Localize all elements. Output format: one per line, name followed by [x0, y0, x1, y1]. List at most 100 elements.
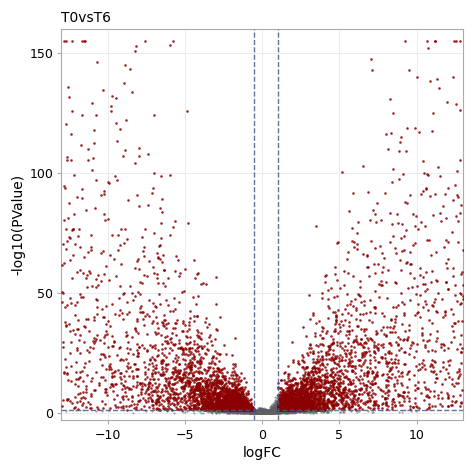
Point — [266, 409, 274, 416]
Point — [149, 185, 156, 192]
Point — [214, 393, 222, 400]
Point — [293, 368, 301, 376]
Point — [453, 380, 460, 387]
Point — [254, 409, 262, 416]
Point — [63, 396, 70, 403]
Point — [249, 407, 256, 415]
Point — [424, 44, 432, 51]
Point — [239, 389, 246, 396]
Point — [259, 409, 266, 416]
Point — [340, 281, 348, 288]
Point — [263, 409, 271, 416]
Point — [263, 409, 270, 417]
Point — [286, 405, 293, 412]
Point — [240, 404, 247, 412]
Point — [261, 408, 268, 416]
Point — [242, 403, 249, 411]
Point — [264, 409, 272, 417]
Point — [297, 397, 305, 405]
Point — [428, 367, 435, 375]
Point — [235, 405, 242, 413]
Point — [261, 409, 268, 417]
Point — [261, 408, 268, 416]
Point — [282, 406, 289, 414]
Point — [237, 403, 244, 411]
Point — [263, 409, 270, 417]
Point — [270, 407, 278, 414]
Point — [255, 409, 263, 417]
Point — [257, 409, 264, 416]
Point — [260, 409, 267, 417]
Point — [219, 388, 227, 396]
Point — [237, 406, 245, 413]
Point — [219, 395, 226, 403]
Point — [365, 316, 373, 324]
Point — [279, 398, 287, 406]
Point — [260, 409, 268, 416]
Point — [267, 407, 274, 415]
Point — [143, 373, 151, 381]
Point — [204, 401, 211, 408]
Point — [202, 370, 210, 377]
Point — [205, 382, 212, 390]
Point — [298, 402, 305, 410]
Point — [255, 409, 262, 417]
Point — [244, 408, 251, 415]
Point — [259, 408, 266, 416]
Point — [355, 362, 362, 369]
Point — [242, 407, 250, 415]
Point — [286, 406, 293, 413]
Point — [258, 407, 265, 414]
Point — [280, 376, 288, 384]
Point — [293, 380, 301, 388]
Point — [281, 405, 289, 412]
Point — [256, 409, 264, 416]
Point — [262, 409, 270, 417]
Point — [257, 409, 264, 417]
Point — [281, 408, 289, 415]
Point — [257, 408, 265, 415]
Point — [262, 409, 270, 416]
Point — [273, 404, 280, 411]
Point — [255, 409, 262, 416]
Point — [260, 409, 267, 416]
Point — [232, 406, 239, 414]
Point — [275, 403, 283, 411]
Point — [244, 408, 252, 416]
Point — [286, 395, 293, 402]
Point — [201, 318, 209, 326]
Point — [246, 403, 254, 411]
Point — [219, 401, 227, 409]
Point — [263, 408, 270, 415]
Point — [261, 409, 269, 417]
Point — [77, 394, 85, 402]
Point — [261, 409, 268, 416]
Point — [266, 407, 273, 414]
Point — [186, 338, 194, 346]
Point — [264, 409, 271, 416]
Point — [203, 367, 210, 374]
Point — [262, 409, 269, 416]
Point — [439, 314, 447, 321]
Point — [425, 404, 433, 411]
Point — [229, 400, 237, 408]
Point — [194, 382, 202, 389]
Point — [283, 398, 291, 405]
Point — [260, 409, 268, 417]
Point — [257, 409, 264, 417]
Point — [339, 397, 347, 404]
Point — [258, 409, 266, 417]
Point — [276, 404, 284, 411]
Point — [254, 408, 261, 416]
Point — [356, 340, 364, 348]
Point — [236, 401, 243, 409]
Point — [319, 290, 326, 297]
Point — [350, 244, 357, 251]
Point — [277, 405, 284, 413]
Point — [240, 401, 248, 409]
Point — [434, 394, 442, 402]
Point — [259, 409, 267, 416]
Point — [212, 407, 220, 415]
Point — [261, 409, 268, 416]
Point — [223, 399, 230, 406]
